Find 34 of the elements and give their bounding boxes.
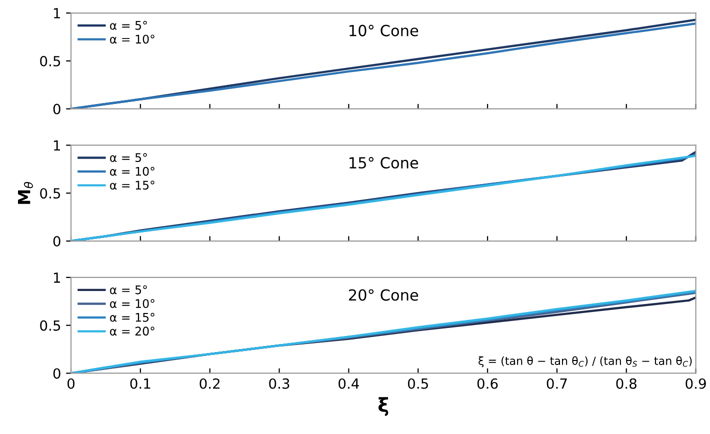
y-tick-label: 0 xyxy=(53,368,60,379)
legend-label: α = 10° xyxy=(110,34,154,44)
x-tick-label: 0.5 xyxy=(408,378,428,389)
legend-label: α = 15° xyxy=(110,180,154,190)
x-tick-label: 0.3 xyxy=(269,378,290,389)
legend-label: α = 5° xyxy=(110,285,147,294)
text: 15° Cone xyxy=(350,156,418,169)
y-tick-label: 0.5 xyxy=(40,320,60,331)
legend-label: α = 15° xyxy=(110,312,154,322)
x-tick-label: 0.8 xyxy=(616,378,636,389)
x-tick-label: 0.1 xyxy=(130,378,150,389)
y-tick-label: 0 xyxy=(53,104,60,114)
y-tick-label: 1 xyxy=(54,140,60,151)
legend-label: α = 5° xyxy=(110,153,147,162)
x-tick-label: 0.4 xyxy=(338,378,359,389)
annotation: ξ = (tan θ − tan θ$_{C}$) / (tan θ$_{S}$ − tan θ$_{C}$) xyxy=(478,356,692,368)
x-axis-title: ξ xyxy=(378,397,388,416)
y-axis-title: M$_{θ}$ xyxy=(18,182,34,204)
x-tick-label: 0.2 xyxy=(200,378,220,389)
legend-label: α = 5° xyxy=(110,20,147,30)
x-tick-label: 0.9 xyxy=(686,378,706,389)
y-tick-label: 1 xyxy=(54,272,60,283)
y-tick-label: 0.5 xyxy=(40,56,60,66)
text: 20° Cone xyxy=(349,289,418,301)
x-tick-label: 0 xyxy=(67,378,74,389)
y-tick-label: 0.5 xyxy=(40,188,60,199)
text: 10° Cone xyxy=(350,24,418,36)
y-tick-label: 1 xyxy=(54,8,60,18)
x-tick-label: 0.7 xyxy=(546,378,567,389)
y-tick-label: 0 xyxy=(53,236,60,247)
legend-label: α = 20° xyxy=(110,326,154,336)
x-tick-label: 0.6 xyxy=(477,378,498,389)
legend-label: α = 10° xyxy=(110,299,154,308)
legend-label: α = 10° xyxy=(110,166,154,176)
